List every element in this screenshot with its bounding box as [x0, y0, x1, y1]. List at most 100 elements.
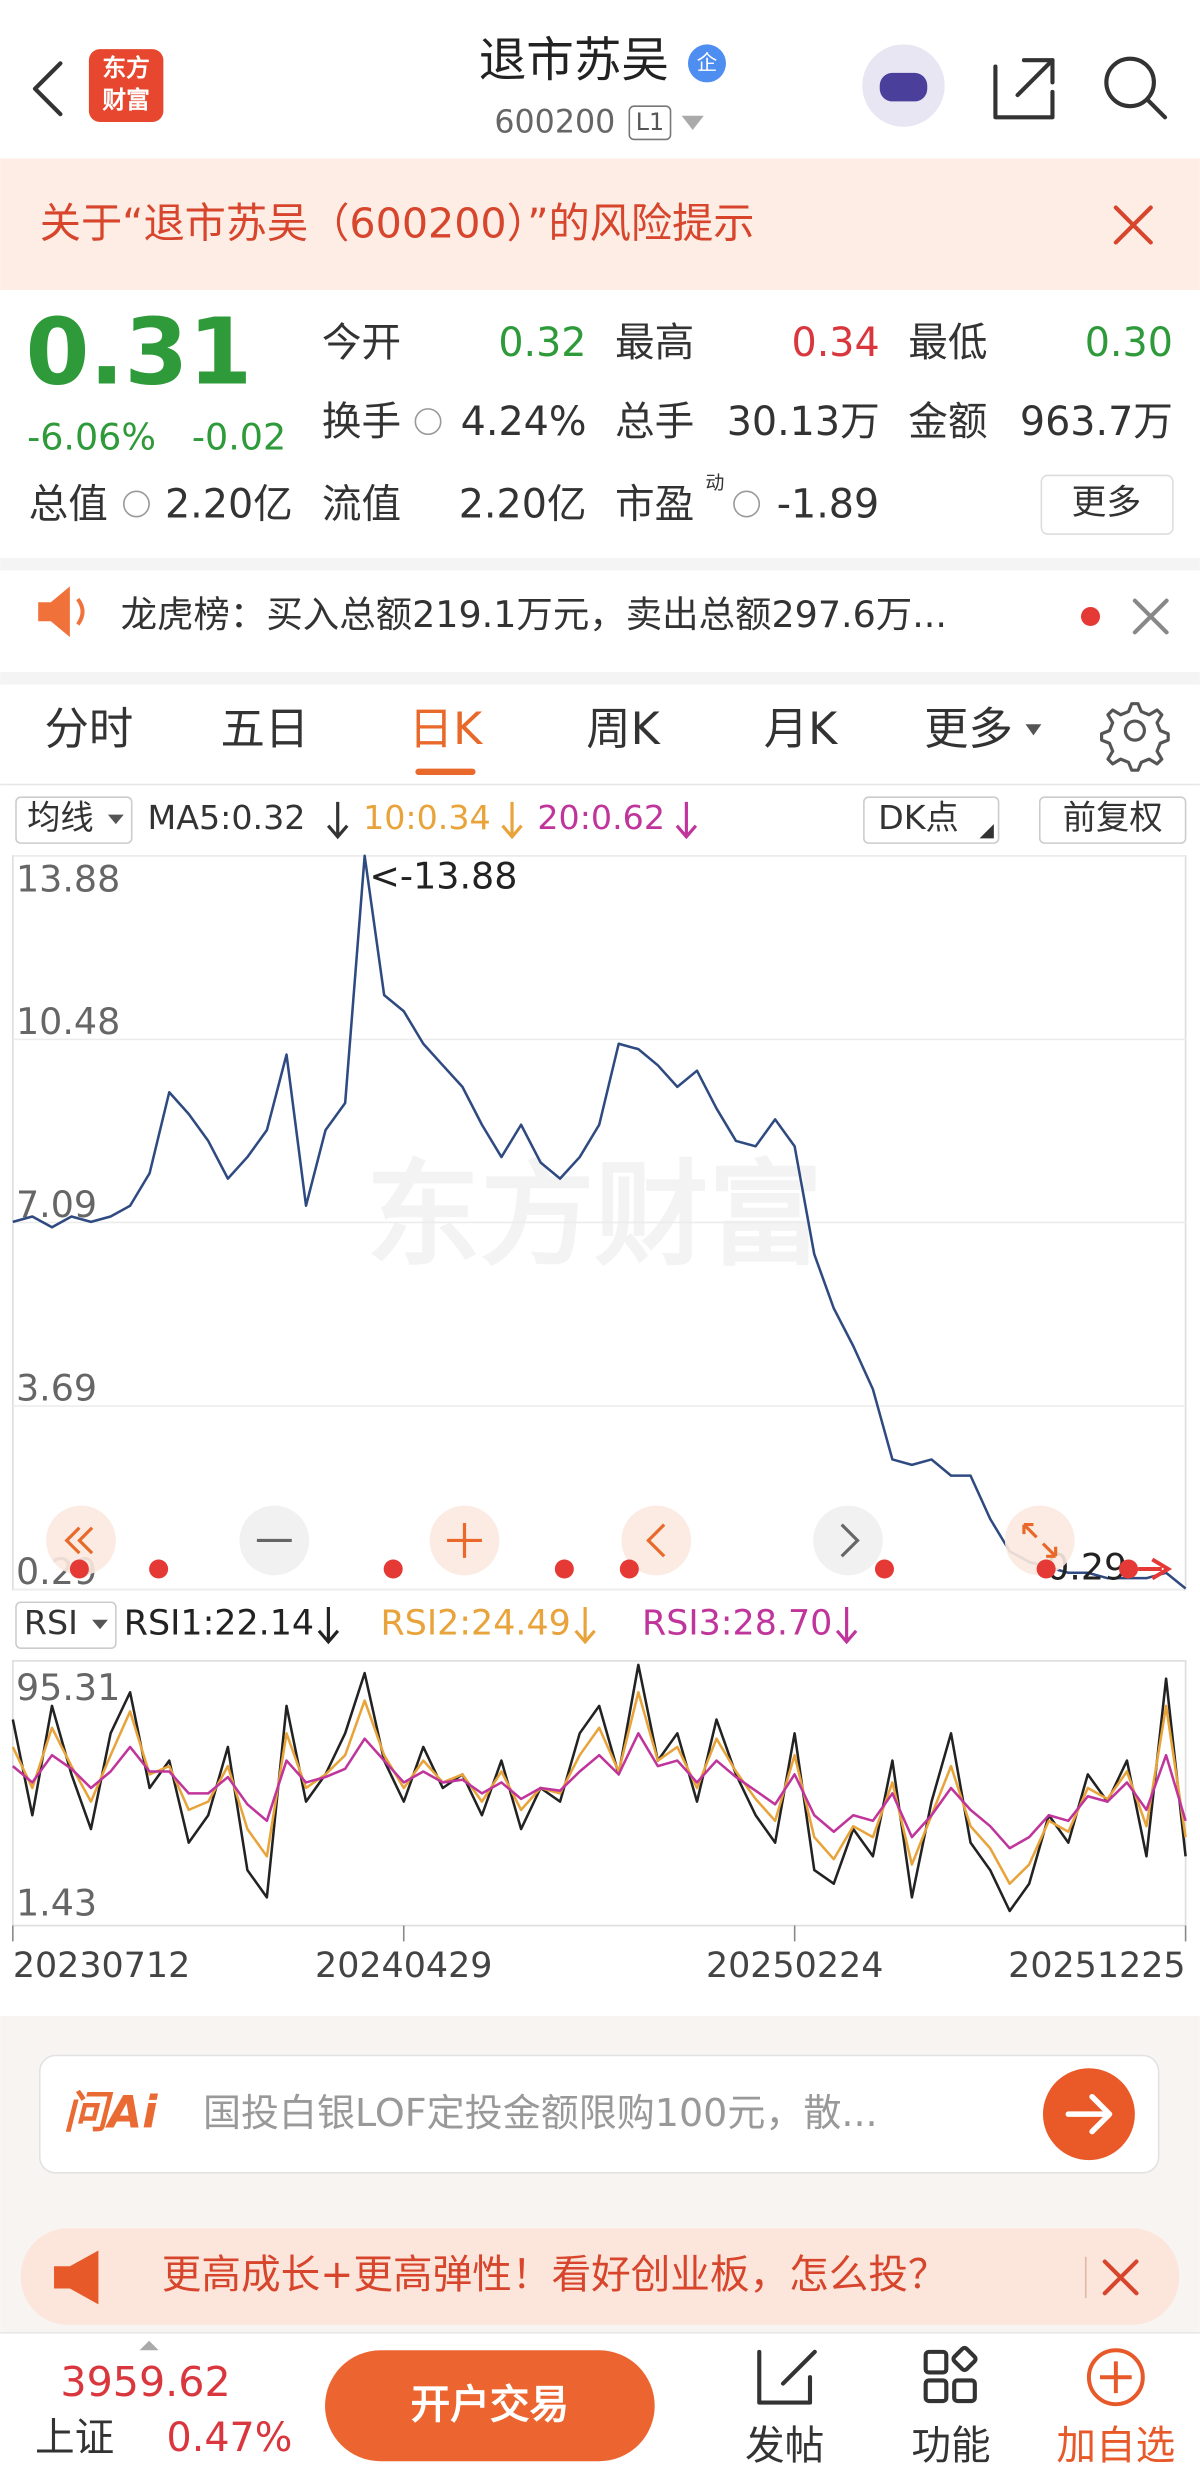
stat-value: 0.32: [498, 320, 586, 366]
nav-icon: [447, 1523, 482, 1558]
dropdown-icon: [107, 814, 124, 825]
close-banner[interactable]: [1113, 205, 1153, 245]
badge-text: 企: [697, 50, 718, 74]
down-arrow: [574, 1607, 596, 1645]
dk-point[interactable]: [149, 1559, 169, 1579]
stock-code: 600200: [494, 105, 615, 141]
legend-entry: RSI2:24.49: [381, 1603, 571, 1643]
index-change: 0.47%: [167, 2415, 293, 2461]
settings-button[interactable]: [1100, 702, 1170, 772]
more-button[interactable]: [1040, 474, 1174, 535]
nav-prev[interactable]: [621, 1505, 692, 1576]
separator: [0, 671, 1200, 685]
close-promo[interactable]: [1102, 2259, 1139, 2296]
info-icon[interactable]: [122, 490, 150, 518]
ai-input[interactable]: [38, 2054, 1160, 2174]
stat-value: 2.20亿: [459, 482, 587, 528]
stat-value: 0.34: [792, 320, 880, 366]
action-label: 功能: [911, 2423, 990, 2469]
function-icon-part: [951, 2345, 978, 2373]
x-tick-label: 20251225: [1008, 1946, 1185, 1986]
trade-button[interactable]: [325, 2350, 655, 2462]
down-arrow: [326, 801, 349, 840]
expand-icon[interactable]: [139, 2340, 159, 2351]
dk-point[interactable]: [874, 1559, 894, 1579]
index-name: 上证: [35, 2415, 114, 2461]
stat-label-sup: 动: [705, 472, 724, 494]
search-icon: [1145, 97, 1168, 120]
stat-label: 总手: [615, 399, 694, 445]
stat-label: 最高: [615, 320, 694, 366]
down-arrow: [835, 1607, 858, 1645]
more-button-text: 更多: [1071, 483, 1141, 523]
x-tick-label: 20240429: [315, 1946, 492, 1986]
dk-point[interactable]: [1036, 1559, 1056, 1579]
share-button[interactable]: [993, 58, 1055, 120]
ma-selector-text: 均线: [27, 798, 94, 837]
info-icon[interactable]: [414, 408, 442, 436]
ma5-label: MA5:0.32: [148, 798, 306, 837]
level-text: L1: [636, 108, 664, 136]
info-icon[interactable]: [733, 490, 761, 518]
period-tab[interactable]: 月K: [764, 704, 839, 755]
dk-point[interactable]: [554, 1559, 574, 1579]
dk-point[interactable]: [383, 1559, 403, 1579]
series-line: [12, 1732, 1187, 1850]
back-button[interactable]: [32, 61, 63, 117]
fullscreen[interactable]: [1004, 1505, 1075, 1576]
rsi-selector[interactable]: [15, 1601, 117, 1650]
period-tab[interactable]: 更多: [924, 704, 1013, 755]
stat-label: 流值: [322, 482, 401, 528]
dk-point[interactable]: [619, 1559, 639, 1579]
level-box: [628, 105, 672, 141]
function-icon-part: [923, 2378, 949, 2404]
settings-icon: [1123, 719, 1146, 742]
period-tabs: 分时 五日 日K 周K 月K 更多: [45, 704, 1042, 775]
legend-entry: RSI1:22.14: [124, 1603, 314, 1643]
function-icon-part: [952, 2378, 977, 2404]
risk-banner-text[interactable]: 关于“退市苏吴（600200）”的风险提示: [40, 200, 755, 248]
series-line: [11, 1691, 1187, 1885]
adjust-button[interactable]: [1038, 796, 1187, 844]
stat-label: 市盈: [615, 482, 694, 528]
promo-bar[interactable]: [20, 2228, 1180, 2325]
period-tab[interactable]: 分时: [45, 704, 134, 755]
y-tick-label: 95.31: [16, 1666, 120, 1709]
search-button[interactable]: [1104, 56, 1168, 120]
app-logo-text: 财富: [102, 86, 150, 114]
period-tab[interactable]: 周K: [586, 704, 661, 755]
function-icon[interactable]: [923, 2345, 978, 2404]
post-icon[interactable]: [757, 2349, 817, 2405]
y-tick-label: 1.43: [16, 1881, 97, 1924]
dk-point[interactable]: [1119, 1559, 1139, 1579]
down-arrow: [675, 801, 698, 840]
tab-underline: [415, 768, 476, 775]
period-tab[interactable]: 日K: [409, 704, 484, 755]
change-pct: -6.06%: [27, 415, 156, 458]
add-watch-icon[interactable]: [1086, 2348, 1145, 2407]
speaker-icon: [76, 597, 85, 626]
stat-value: 4.24%: [461, 399, 587, 445]
series-line: [11, 1663, 1187, 1913]
change: -0.02: [192, 415, 286, 458]
stat-value: 2.20亿: [165, 482, 293, 528]
x-tick-label: 20230712: [13, 1946, 190, 1986]
stat-label: 今开: [322, 320, 401, 366]
close-notice[interactable]: [1132, 598, 1169, 635]
y-tick-label: 13.88: [16, 858, 120, 901]
period-tab[interactable]: 五日: [220, 704, 309, 755]
ma-selector[interactable]: [15, 796, 133, 844]
search-icon: [1104, 56, 1156, 109]
dk-button[interactable]: [863, 796, 1000, 844]
stat-value: 0.30: [1085, 320, 1173, 366]
notice-text[interactable]: 龙虎榜：买入总额219.1万元，卖出总额297.6万...: [121, 593, 947, 636]
nav-next[interactable]: [813, 1505, 883, 1576]
stock-name: 退市苏吴: [479, 33, 669, 88]
legend-entry: RSI3:28.70: [642, 1603, 832, 1643]
megaphone-icon: [54, 2250, 99, 2305]
watermark: 东方财富: [366, 1149, 822, 1282]
app-logo-text: 东方: [102, 54, 150, 82]
stat-label: 总值: [29, 482, 108, 528]
dk-point[interactable]: [69, 1559, 89, 1579]
stat-value: 30.13万: [727, 399, 880, 445]
